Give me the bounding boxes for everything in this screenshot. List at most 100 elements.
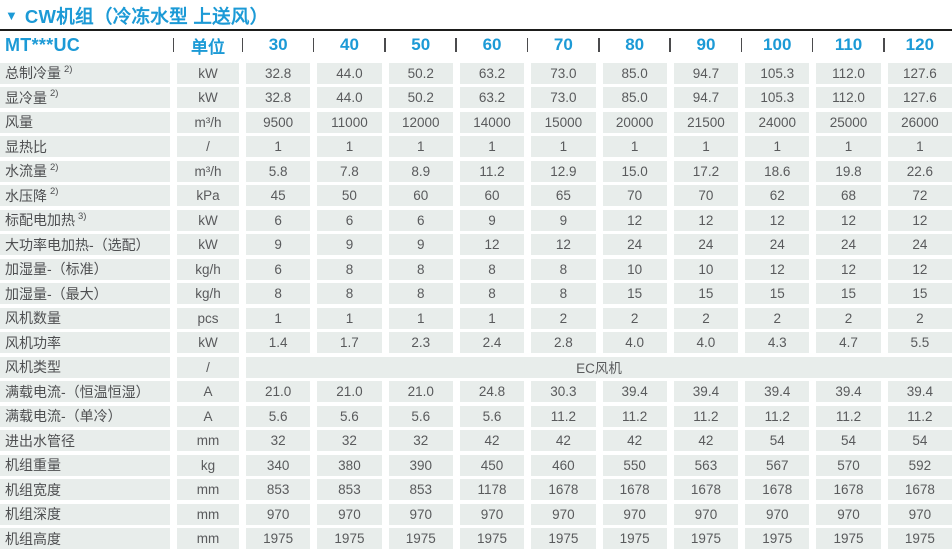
value-cell: 14000 [459,111,525,133]
value-cell: 94.7 [673,87,739,108]
value-cell: 970 [246,503,311,525]
value-cell-merged: EC风机 [246,356,952,378]
value-cell: 42 [673,430,739,451]
value-cell: 44.0 [317,62,382,84]
value-cell: 970 [388,503,453,525]
row-unit: kW [177,332,239,353]
value-cell: 1975 [531,528,596,549]
value-cell: 1678 [531,479,596,500]
row-unit: mm [177,503,239,525]
value-cell: 12 [887,258,952,280]
value-cell: 105.3 [745,62,810,84]
row-label-text: 机组高度 [5,530,61,547]
value-cell: 10 [602,258,667,280]
value-cell: 32 [246,430,311,451]
row-label: 机组宽度 [0,479,170,500]
value-cell: 1 [816,136,881,157]
column-header-90: 90 [673,31,743,59]
value-cell: 1 [531,136,596,157]
row-label-text: 机组深度 [5,506,61,522]
value-cell: 94.7 [673,62,739,84]
row-label: 机组深度 [0,503,170,525]
value-cell: 112.0 [816,87,881,108]
row-label-text: 大功率电加热-（选配） [5,236,150,253]
value-cell: 1.7 [317,332,382,353]
row-label-text: 水流量 [5,163,47,179]
value-cell: 24.8 [459,381,525,402]
value-cell: 1 [459,307,525,329]
row-unit: A [177,405,239,427]
row-label: 加湿量-（标准） [0,258,170,280]
value-cell: 8 [459,283,525,304]
value-cell: 1 [246,307,311,329]
value-cell: 15 [887,283,952,304]
value-cell: 63.2 [459,87,525,108]
value-cell: 1678 [602,479,667,500]
row-label-text: 风机功率 [5,334,61,351]
value-cell: 8.9 [388,160,453,182]
value-cell: 39.4 [745,381,810,402]
row-label: 风机功率 [0,332,170,353]
row-label: 风机类型 [0,356,170,378]
row-unit: / [177,356,239,378]
row-unit: / [177,136,239,157]
value-cell: 970 [459,503,525,525]
value-cell: 2 [531,307,596,329]
row-label-text: 风机类型 [5,359,61,375]
value-cell: 1975 [745,528,810,549]
value-cell: 450 [459,454,525,476]
value-cell: 6 [388,209,453,231]
value-cell: 9 [246,234,311,255]
value-cell: 2 [673,307,739,329]
value-cell: 8 [388,283,453,304]
value-cell: 85.0 [602,62,667,84]
value-cell: 853 [317,479,382,500]
value-cell: 65 [531,185,596,206]
value-cell: 73.0 [531,87,596,108]
row-unit: m³/h [177,111,239,133]
value-cell: 62 [745,185,810,206]
value-cell: 70 [673,185,739,206]
value-cell: 12 [745,258,810,280]
value-cell: 970 [602,503,667,525]
value-cell: 1 [388,136,453,157]
row-unit: mm [177,528,239,549]
value-cell: 390 [388,454,453,476]
value-cell: 2.4 [459,332,525,353]
row-unit: mm [177,479,239,500]
value-cell: 15 [673,283,739,304]
value-cell: 7.8 [317,160,382,182]
spec-table: MT***UC 单位 30 40 50 60 70 80 90 100 110 120 总制冷量 2) kW… [0,31,952,549]
value-cell: 563 [673,454,739,476]
value-cell: 11.2 [745,405,810,427]
value-cell: 9500 [246,111,311,133]
value-cell: 970 [887,503,952,525]
value-cell: 63.2 [459,62,525,84]
value-cell: 12 [459,234,525,255]
value-cell: 72 [887,185,952,206]
value-cell: 6 [246,209,311,231]
value-cell: 21.0 [246,381,311,402]
value-cell: 4.0 [673,332,739,353]
column-header-40: 40 [317,31,386,59]
value-cell: 50.2 [388,87,453,108]
value-cell: 21.0 [317,381,382,402]
value-cell: 54 [745,430,810,451]
value-cell: 1 [388,307,453,329]
value-cell: 1975 [673,528,739,549]
value-cell: 8 [531,283,596,304]
row-unit: kW [177,62,239,84]
row-label-text: 显热比 [5,138,47,155]
value-cell: 22.6 [887,160,952,182]
value-cell: 4.7 [816,332,881,353]
value-cell: 1975 [887,528,952,549]
value-cell: 15 [602,283,667,304]
row-label-superscript: 2) [50,161,59,173]
column-header-110: 110 [816,31,886,59]
section-title: CW机组（冷冻水型 上送风） [24,5,269,27]
value-cell: 8 [459,258,525,280]
value-cell: 11.2 [887,405,952,427]
value-cell: 39.4 [816,381,881,402]
value-cell: 44.0 [317,87,382,108]
value-cell: 2.8 [531,332,596,353]
